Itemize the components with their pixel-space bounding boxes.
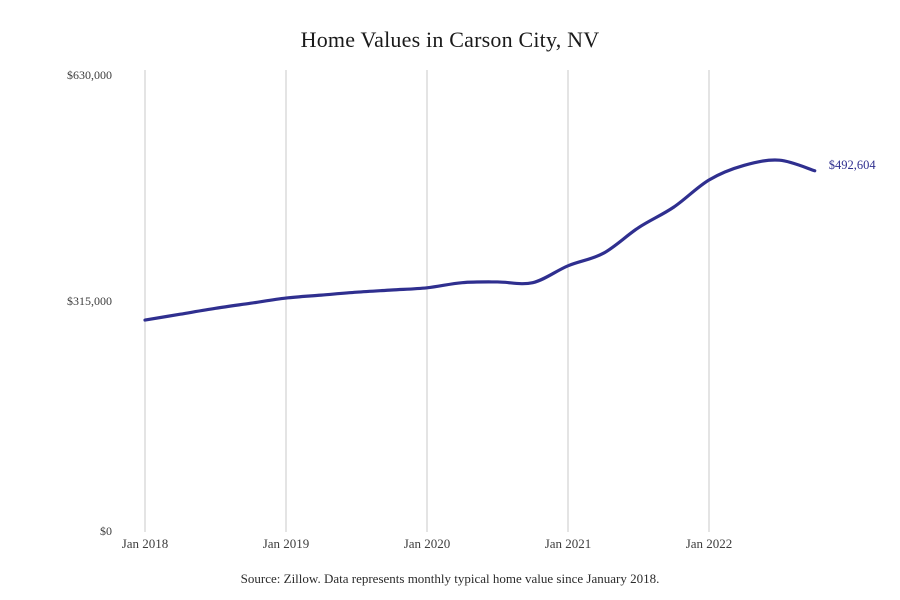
y-axis-tick-label: $630,000 [67, 68, 112, 82]
series-line-typical-home-value [143, 158, 817, 322]
y-axis-tick-bottom: $0 [0, 524, 112, 540]
x-axis-tick-label: Jan 2019 [262, 536, 310, 551]
source-note: Source: Zillow. Data represents monthly … [240, 571, 660, 586]
y-axis-tick-mid: $315,000 [0, 294, 112, 310]
y-axis-tick-label: $315,000 [67, 294, 112, 308]
x-axis-tick-label: Jan 2022 [685, 536, 733, 551]
chart-title: Home Values in Carson City, NV [300, 27, 600, 52]
x-axis-tick-label: Jan 2021 [544, 536, 592, 551]
y-axis-tick-label: $0 [100, 524, 112, 538]
gridlines [144, 70, 710, 532]
x-axis-tick-label: Jan 2018 [121, 536, 169, 551]
end-value-annotation: $492,604 [828, 157, 876, 172]
x-axis-tick-label: Jan 2020 [403, 536, 451, 551]
y-axis-tick-top: $630,000 [0, 68, 112, 84]
